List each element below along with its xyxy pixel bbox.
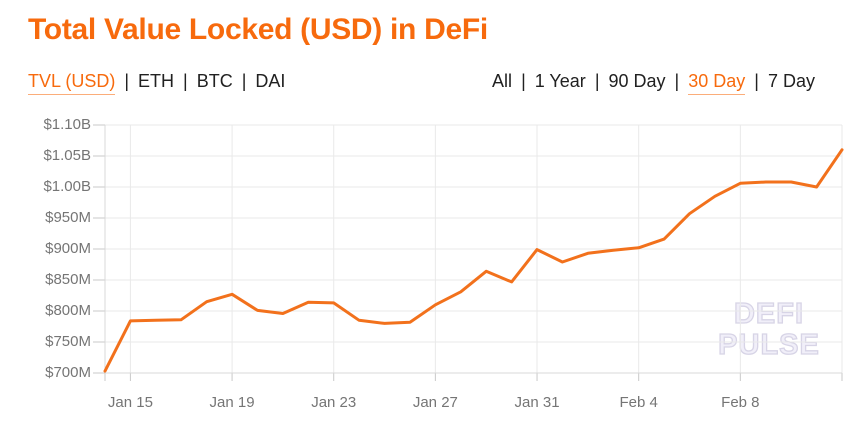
tvl-line [103,148,844,373]
page-title: Total Value Locked (USD) in DeFi [28,13,488,46]
separator: | [594,71,600,91]
y-axis-label: $750M [45,333,91,350]
separator: | [521,71,526,91]
x-axis-label: Jan 19 [209,394,255,411]
x-axis-label: Jan 23 [311,394,357,411]
tab-eth[interactable]: ETH [138,71,175,91]
x-axis-label: Jan 31 [514,394,560,411]
chart-controls: TVL (USD) | ETH | BTC | DAI All | 1 Year… [28,71,815,95]
range-30-day[interactable]: 30 Day [688,71,746,95]
range-tabs: All | 1 Year | 90 Day | 30 Day | 7 Day [492,71,815,95]
x-axis: Jan 15 Jan 19 Jan 23 Jan 27 Jan 31 Feb 4 Feb 8 [0,394,864,414]
separator: | [183,71,188,91]
y-axis-label: $1.10B [43,116,91,133]
y-axis-label: $1.05B [43,147,91,164]
x-axis-label: Jan 15 [107,394,153,411]
series-tabs: TVL (USD) | ETH | BTC | DAI [28,71,285,95]
y-axis-label: $950M [45,209,91,226]
range-7-day[interactable]: 7 Day [767,71,815,91]
x-axis-label: Feb 8 [721,394,760,411]
separator: | [674,71,680,91]
x-axis-label: Jan 27 [412,394,458,411]
range-all[interactable]: All [492,71,513,91]
watermark-line1: DEFI [733,298,805,330]
tab-tvl-usd[interactable]: TVL (USD) [28,71,116,95]
defipulse-watermark: DEFI PULSE [702,298,836,361]
tab-dai[interactable]: DAI [255,71,286,91]
y-axis-label: $700M [45,364,91,381]
range-90-day[interactable]: 90 Day [608,71,666,91]
range-1-year[interactable]: 1 Year [534,71,586,91]
y-axis-label: $1.00B [43,178,91,195]
y-axis-label: $800M [45,302,91,319]
x-axis-label: Feb 4 [619,394,658,411]
separator: | [241,71,247,91]
separator: | [754,71,759,91]
separator: | [124,71,130,91]
watermark-line2: PULSE [718,329,820,361]
y-axis-label: $900M [45,240,91,257]
y-axis-label: $850M [45,271,91,288]
tab-btc[interactable]: BTC [196,71,233,91]
